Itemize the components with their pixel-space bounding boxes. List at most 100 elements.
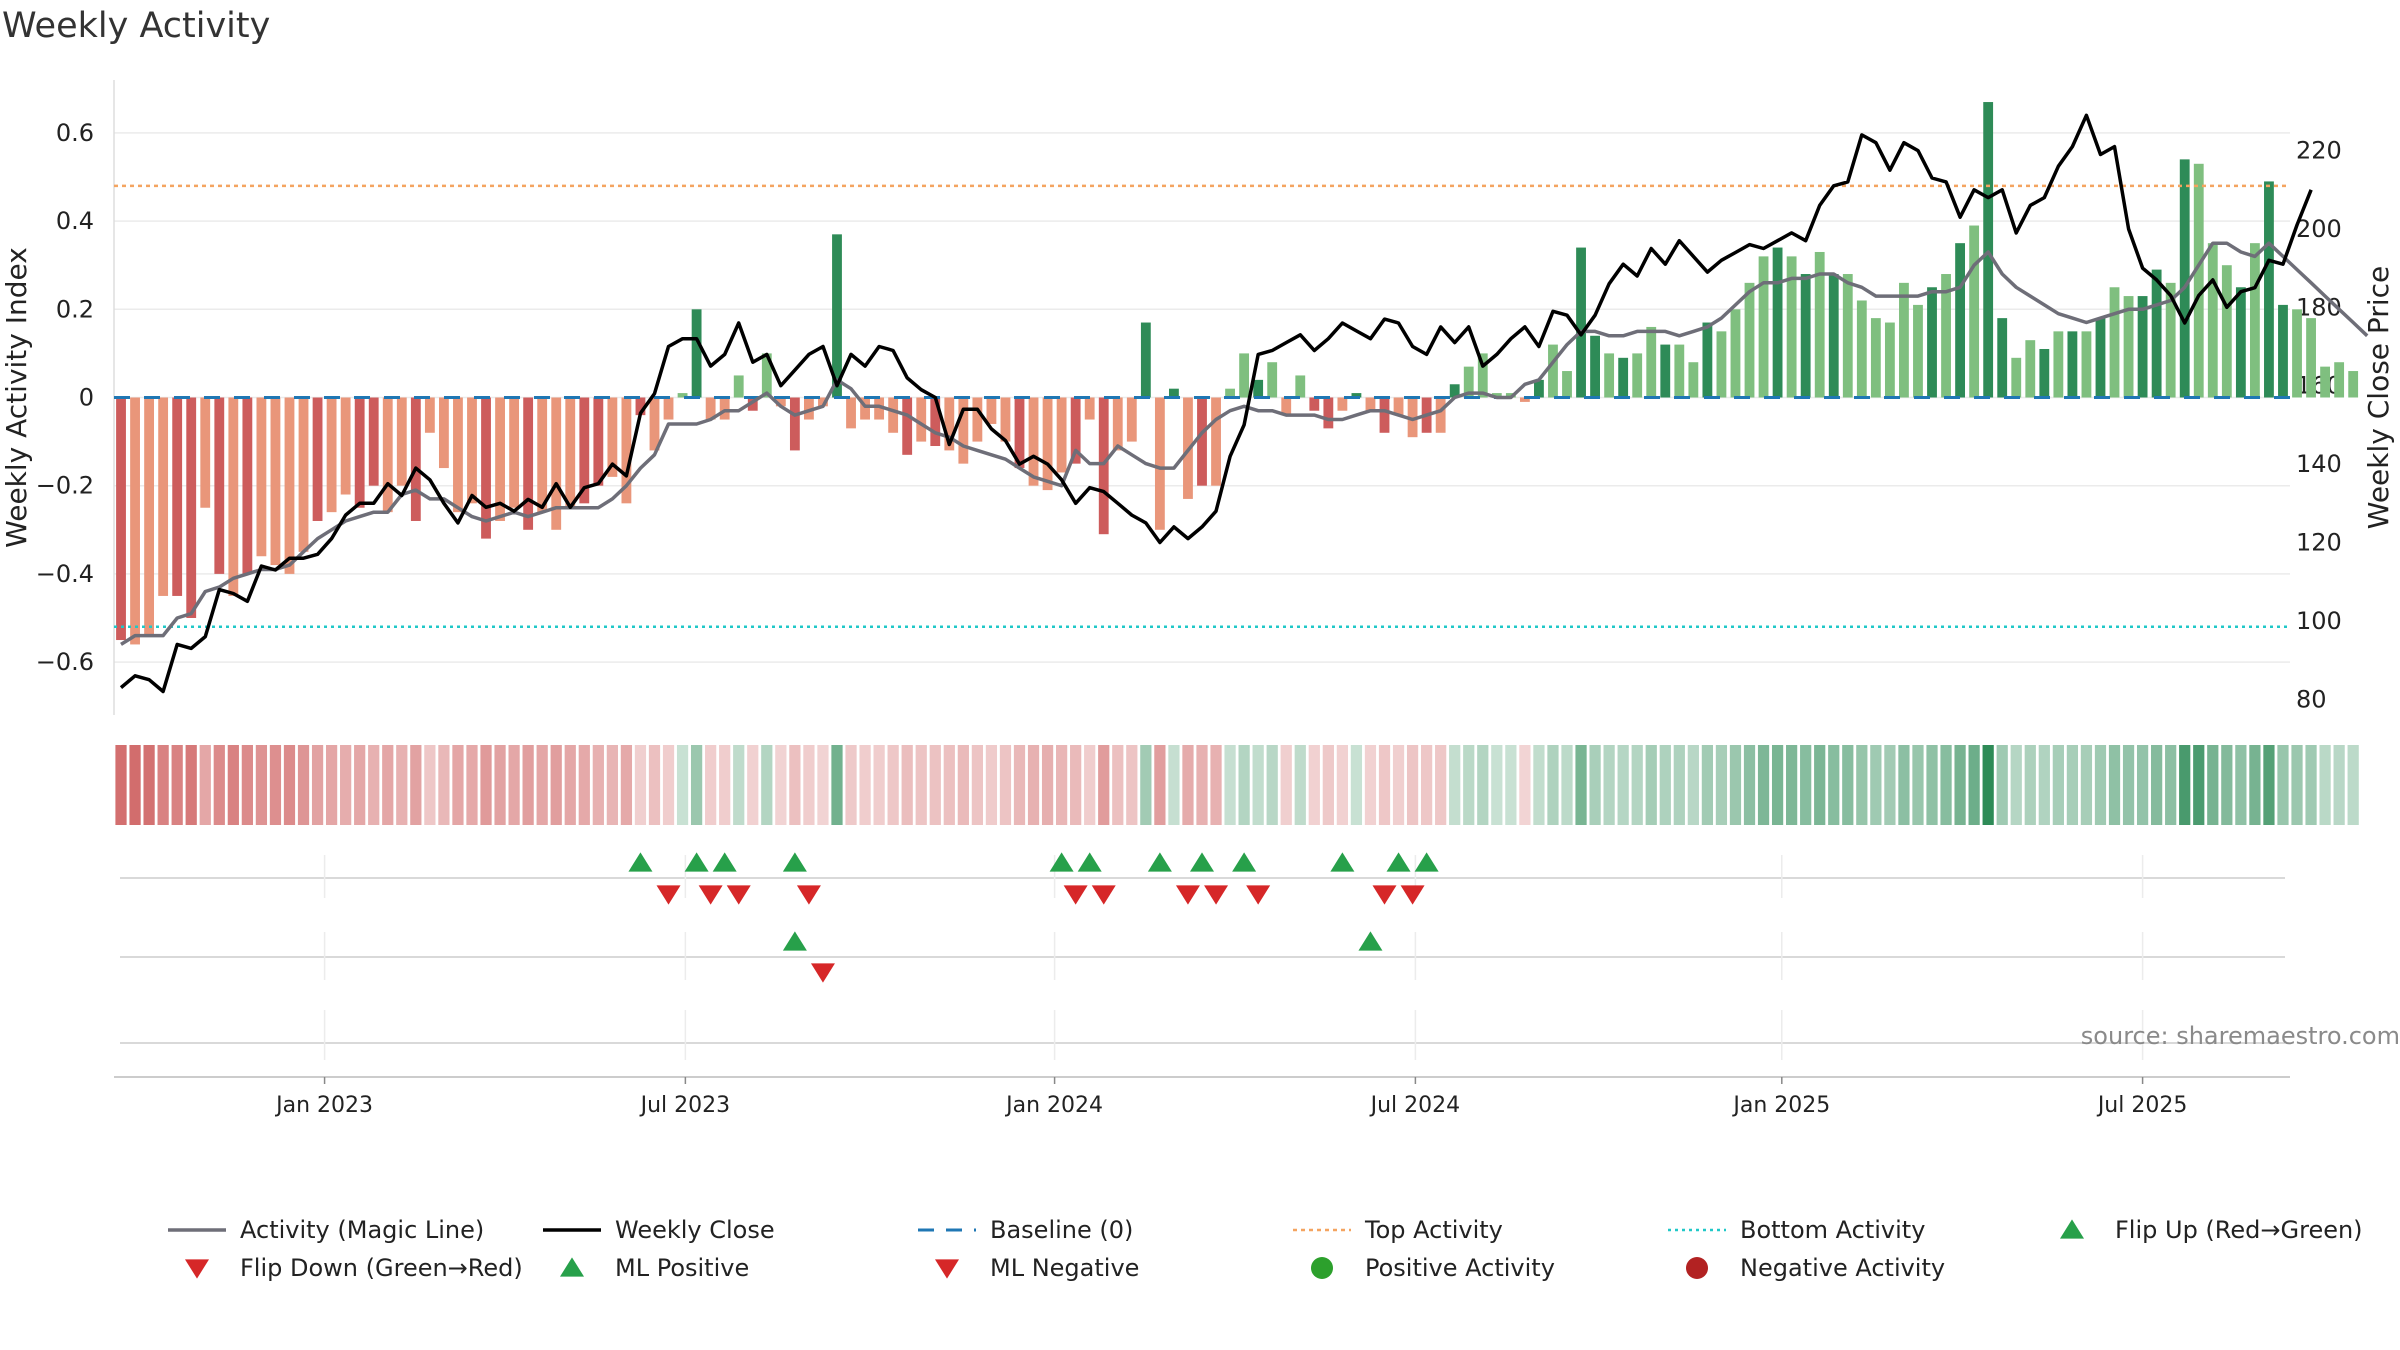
heat-cell — [255, 745, 268, 825]
activity-bar — [1941, 274, 1951, 398]
activity-bar — [565, 397, 576, 508]
heat-cell — [1294, 745, 1306, 825]
heat-cell — [354, 745, 366, 825]
heat-cell — [1828, 745, 1840, 825]
heat-cell — [564, 745, 576, 825]
heat-cell — [1477, 745, 1489, 825]
heat-cell — [494, 745, 506, 825]
heat-cell — [1603, 745, 1615, 825]
activity-bar — [2109, 287, 2120, 398]
heat-cell — [466, 745, 478, 825]
activity-bar — [186, 397, 197, 618]
heat-cell — [1392, 745, 1405, 825]
flip-down-marker — [1204, 885, 1229, 905]
heat-cell — [199, 745, 211, 825]
activity-bar — [1632, 353, 1643, 398]
heat-cell — [157, 745, 169, 825]
activity-bar — [1800, 274, 1811, 398]
heat-cell — [971, 745, 983, 825]
heat-cell — [1757, 745, 1770, 825]
legend-item: Weekly Close — [543, 1216, 775, 1244]
heat-cell — [396, 745, 408, 825]
heat-cell — [676, 745, 689, 825]
y-tick-label: 0.6 — [56, 119, 94, 147]
heat-cell — [1673, 745, 1685, 825]
heat-cell — [1027, 745, 1040, 825]
activity-bar — [2011, 357, 2022, 398]
activity-bar — [1744, 282, 1755, 398]
heat-cell — [2235, 745, 2247, 825]
flip-down-marker — [1175, 885, 1200, 905]
heat-cell — [1926, 745, 1938, 825]
activity-bar — [691, 309, 702, 398]
activity-bar — [958, 397, 969, 464]
magic-line — [120, 241, 2369, 646]
activity-bar — [2292, 309, 2302, 398]
activity-bar — [368, 397, 379, 486]
activity-bar — [663, 397, 674, 420]
flip-up-marker — [1232, 852, 1257, 872]
heat-cell — [1715, 745, 1728, 825]
y2-tick-label: 200 — [2296, 215, 2342, 243]
heat-cell — [943, 745, 955, 825]
activity-bar — [1351, 393, 1362, 398]
heat-cell — [1154, 745, 1166, 825]
heat-cell — [1013, 745, 1026, 825]
activity-bar — [2207, 243, 2218, 398]
y2-tick-label: 220 — [2296, 137, 2342, 165]
heat-cell — [1435, 745, 1447, 825]
activity-bar — [1225, 388, 1235, 398]
heat-cell — [1561, 745, 1573, 825]
heat-cell — [1266, 745, 1278, 825]
activity-bar — [1365, 397, 1376, 411]
heat-cell — [648, 745, 661, 825]
weekly-close-line — [119, 113, 2313, 694]
legend-label: Bottom Activity — [1740, 1216, 1925, 1244]
activity-bar — [804, 397, 814, 420]
source-credit: source: sharemaestro.com — [2080, 1022, 2400, 1050]
activity-bar — [130, 397, 140, 645]
heat-cell — [1112, 745, 1124, 825]
heat-cell — [705, 745, 717, 825]
heat-cell — [1645, 745, 1657, 825]
activity-bar — [2067, 331, 2078, 398]
heat-cell — [1870, 745, 1882, 825]
heat-cell — [1041, 745, 1054, 825]
heat-cell — [1659, 745, 1671, 825]
activity-bar — [832, 234, 842, 398]
activity-bar — [354, 397, 365, 508]
ml-positive-marker — [1358, 931, 1383, 951]
activity-bar — [607, 397, 618, 477]
heat-cell — [2136, 745, 2149, 825]
heat-cell — [690, 745, 703, 825]
flip-up-marker — [1147, 852, 1172, 872]
activity-bar — [214, 397, 225, 574]
activity-bar — [916, 397, 927, 442]
heat-cell — [1729, 745, 1742, 825]
activity-bar — [1056, 397, 1067, 473]
heat-cell — [1308, 745, 1320, 825]
legend-item: ML Positive — [560, 1254, 749, 1282]
activity-bar — [1154, 397, 1165, 530]
legend-label: Weekly Close — [615, 1216, 775, 1244]
activity-bar — [1856, 300, 1867, 398]
legend-label: ML Positive — [615, 1254, 749, 1282]
heat-cell — [620, 745, 633, 825]
heat-cell — [592, 745, 604, 825]
activity-bar — [523, 397, 534, 530]
activity-bar — [1463, 366, 1474, 398]
x-tick-label: Jan 2024 — [1004, 1093, 1103, 1118]
heat-cell — [733, 745, 745, 825]
y-axis-title: Weekly Activity Index — [0, 247, 33, 548]
activity-bar — [242, 397, 253, 574]
heat-cell — [1996, 745, 2008, 825]
activity-bars — [116, 102, 2359, 645]
heat-cell — [845, 745, 857, 825]
activity-bar — [888, 397, 899, 433]
legend-label: ML Negative — [990, 1254, 1139, 1282]
heat-cell — [1238, 745, 1250, 825]
heat-cell — [915, 745, 927, 825]
legend-swatch-down-triangle-icon — [935, 1259, 959, 1279]
heat-cell — [1210, 745, 1222, 825]
activity-bar — [1927, 287, 1937, 398]
